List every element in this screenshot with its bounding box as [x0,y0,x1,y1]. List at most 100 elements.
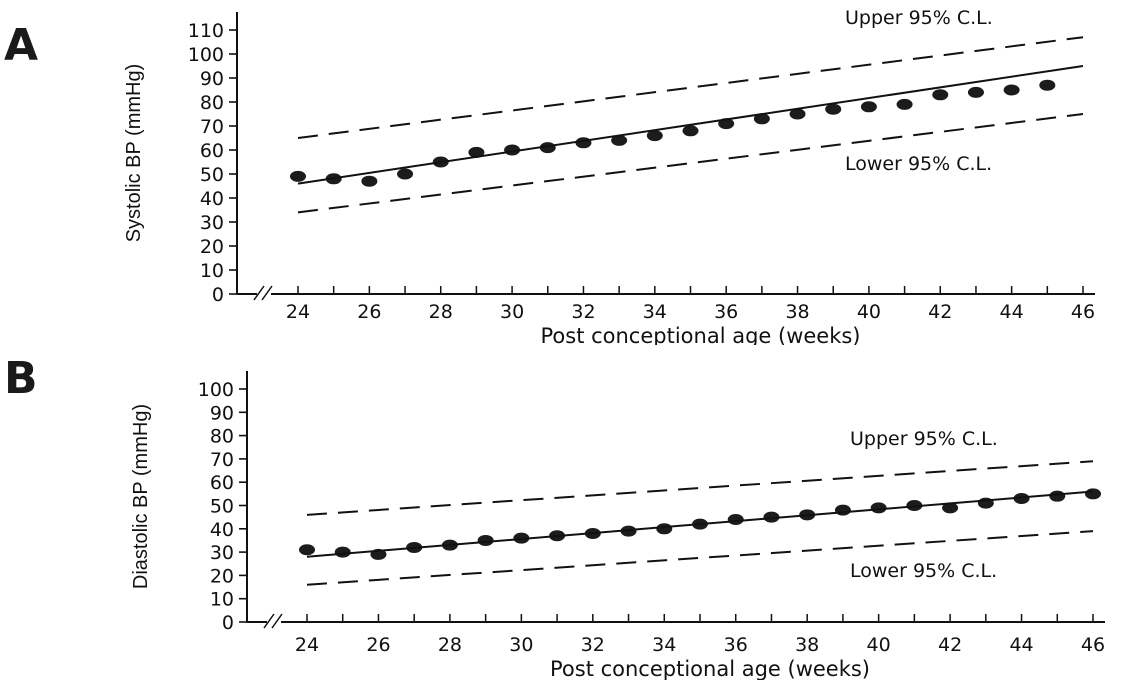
y-tick-label: 90 [210,402,234,424]
x-tick-label: 30 [500,301,524,323]
y-tick-label: 40 [210,519,234,541]
x-tick-label: 44 [1009,634,1033,656]
data-point [397,168,414,180]
y-tick-label: 0 [222,612,234,634]
y-tick-label: 90 [200,68,224,90]
systolic-bp-panel: A 0 10 20 30 40 50 60 70 80 90 100 110 24 26 28 30 32 34 3… [4,7,1095,345]
diastolic-bp-panel: B 0 10 20 30 40 50 60 70 80 90 100 24 26 28 30 32 34 36 38… [0,345,1129,680]
data-point [646,130,663,142]
data-point [468,146,485,158]
data-point [870,502,887,514]
data-point [753,113,770,125]
axis-break-mark [253,285,265,301]
x-axis-title: Post conceptional age (weeks) [550,657,870,680]
x-tick-label: 40 [867,634,891,656]
x-tick-label: 36 [724,634,748,656]
x-tick-label: 42 [938,634,962,656]
x-tick-label: 24 [295,634,319,656]
x-tick-label: 36 [714,301,738,323]
y-tick-label: 10 [210,589,234,611]
x-tick-label: 34 [652,634,676,656]
x-tick-label: 28 [438,634,462,656]
data-point [290,170,306,182]
x-tick-label: 26 [366,634,390,656]
x-axis-title: Post conceptional age (weeks) [540,324,860,345]
axis-break-mark [263,613,275,629]
y-axis-title: Diastolic BP (mmHg) [130,404,152,589]
x-tick-label: 28 [429,301,453,323]
regression-line [297,65,1084,185]
data-point [299,544,315,556]
y-tick-label: 60 [210,472,234,494]
data-point [1013,493,1030,505]
x-tick-label: 24 [286,301,310,323]
y-axis-title: Systolic BP (mmHg) [123,64,145,243]
y-tick-label: 20 [210,565,234,587]
data-point [1039,79,1056,91]
x-tick-label: 40 [857,301,881,323]
data-point [611,134,628,146]
y-tick-label: 100 [198,379,234,401]
data-point [361,175,378,187]
y-tick-label: 30 [200,212,224,234]
y-tick-label: 70 [200,116,224,138]
data-point [763,511,780,523]
axis-break-mark [261,285,273,301]
x-tick-label: 38 [785,301,809,323]
y-tick-label: 60 [200,140,224,162]
data-point [942,502,959,514]
panel-letter-a: A [4,20,39,71]
y-tick-label: 50 [210,496,234,518]
upper-cl-label: Upper 95% C.L. [850,428,998,450]
data-point [825,103,842,115]
lower-cl-label: Lower 95% C.L. [850,560,997,582]
x-tick-label: 42 [928,301,952,323]
data-point [860,101,877,113]
x-tick-label: 26 [357,301,381,323]
data-point [620,525,637,537]
y-tick-label: 70 [210,449,234,471]
x-tick-label: 44 [1000,301,1024,323]
data-point [932,89,949,101]
confidence-limit-line [306,530,1094,586]
data-point [896,98,913,110]
y-tick-label: 10 [200,260,224,282]
y-tick-label: 80 [210,426,234,448]
data-point [575,137,592,149]
data-point [682,125,699,137]
y-tick-label: 30 [210,542,234,564]
y-tick-label: 110 [188,20,224,42]
data-point [1049,490,1066,502]
data-point [967,86,984,98]
data-point [656,523,673,535]
data-point [727,513,744,525]
y-tick-label: 20 [200,236,224,258]
x-tick-label: 38 [795,634,819,656]
y-tick-label: 100 [188,44,224,66]
data-point [789,108,806,120]
y-tick-label: 40 [200,188,224,210]
confidence-limit-line [306,460,1094,516]
x-tick-label: 32 [571,301,595,323]
data-point [1085,488,1101,500]
data-point [477,534,494,546]
x-tick-label: 46 [1071,301,1095,323]
x-tick-label: 32 [581,634,605,656]
x-tick-label: 34 [643,301,667,323]
data-point [1003,84,1020,96]
y-tick-label: 0 [212,284,224,306]
upper-cl-label: Upper 95% C.L. [845,7,993,29]
axis-break-mark [271,613,283,629]
panel-letter-b: B [4,353,38,404]
data-point [334,546,351,558]
x-tick-label: 46 [1081,634,1105,656]
x-tick-label: 30 [509,634,533,656]
confidence-limit-line [297,36,1084,139]
lower-cl-label: Lower 95% C.L. [845,153,992,175]
confidence-limit-line [297,113,1084,214]
y-tick-label: 80 [200,92,224,114]
data-point [834,504,851,516]
regression-line [306,490,1094,558]
